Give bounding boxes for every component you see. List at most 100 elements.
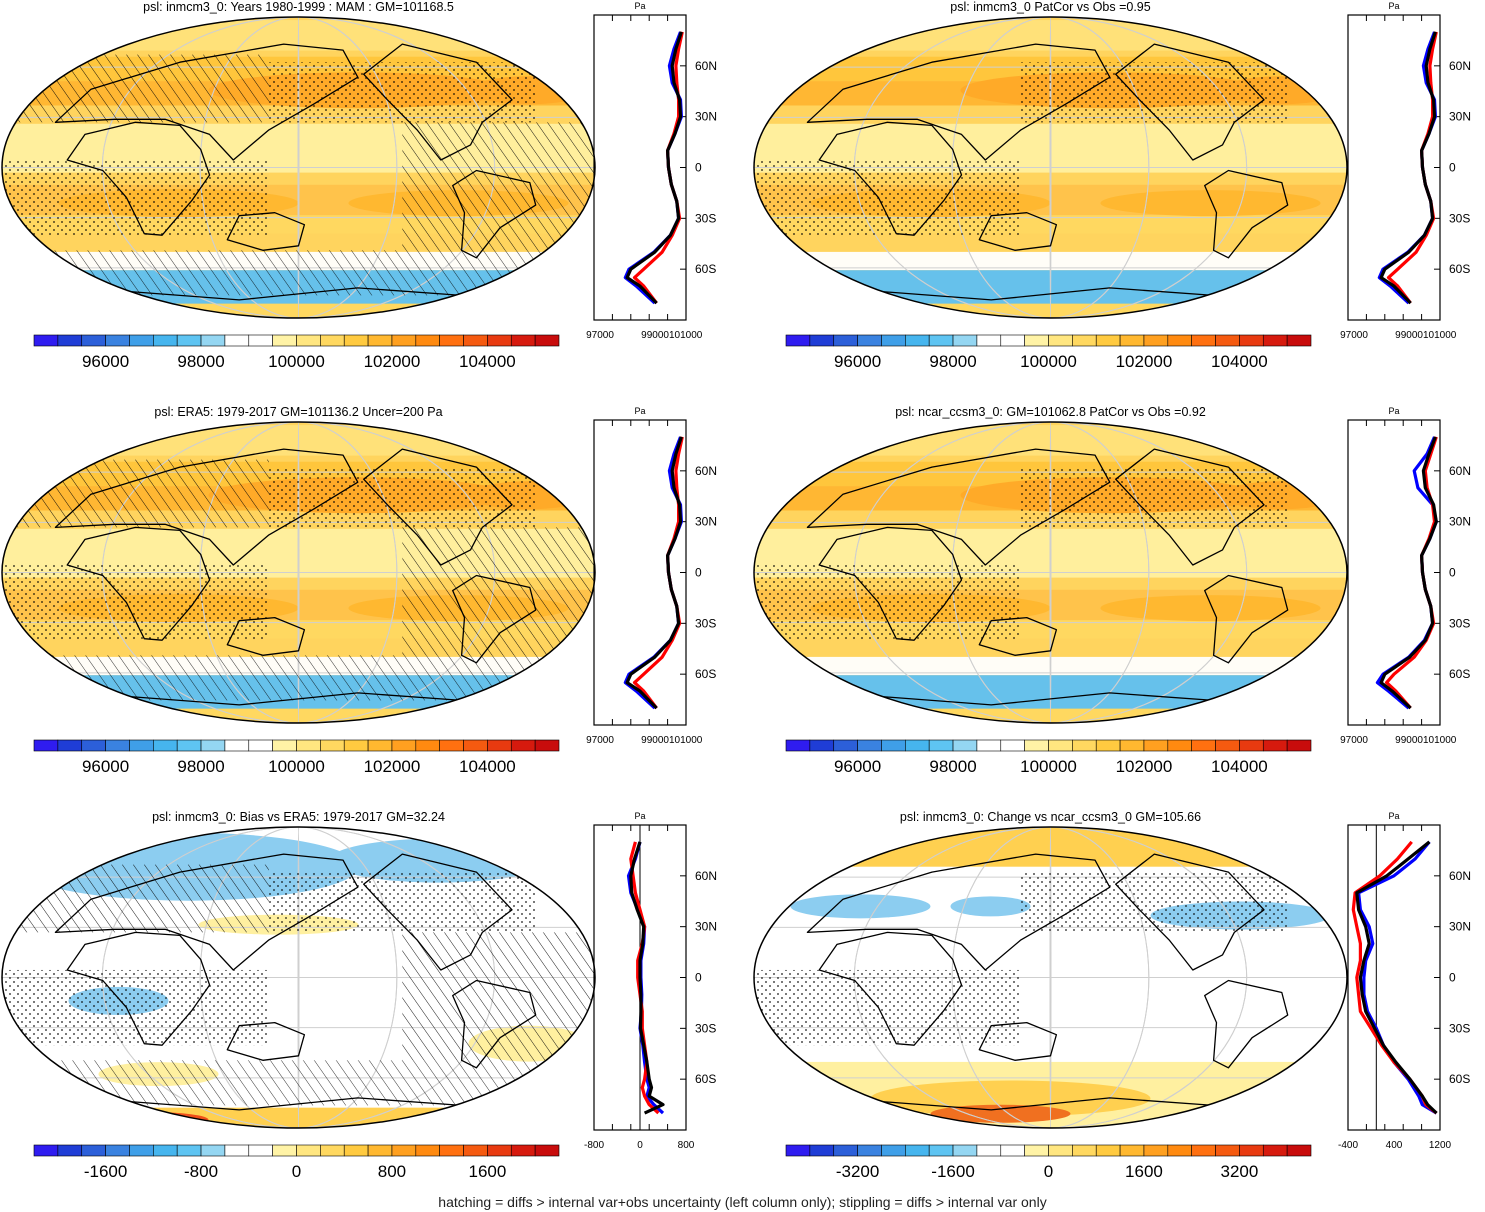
colorbar-swatch	[534, 334, 560, 347]
hatching	[2, 250, 595, 296]
profile-lat-label: 30N	[1449, 515, 1471, 529]
colorbar-swatch	[857, 334, 882, 347]
colorbar-swatch	[224, 1144, 250, 1157]
colorbar-swatch	[129, 334, 154, 347]
profile-x-label: 97000	[1340, 330, 1368, 341]
colorbar-swatch	[176, 739, 202, 752]
graticule-meridian	[1049, 17, 1052, 318]
profile-lat-label: 30S	[695, 211, 716, 225]
colorbar-label: -1600	[931, 1162, 974, 1181]
colorbar-swatch	[976, 1144, 1002, 1157]
colorbar-label: 98000	[929, 352, 976, 371]
colorbar-label: 1600	[468, 1162, 506, 1181]
colorbar-swatch	[439, 1144, 464, 1157]
colorbar-swatch	[1048, 334, 1073, 347]
colorbar-swatch	[1000, 334, 1025, 347]
colorbar-swatch	[1215, 739, 1240, 752]
coastline-australia	[978, 212, 1058, 251]
colorbar-swatch	[439, 739, 464, 752]
colorbar-swatch	[33, 739, 59, 752]
profile-lat-label: 30N	[1449, 920, 1471, 934]
colorbar-swatch	[248, 1144, 273, 1157]
colorbar-swatch	[857, 1144, 882, 1157]
profile-lat-label: 60S	[695, 262, 716, 276]
colorbar-swatch	[534, 739, 560, 752]
colorbar-swatch	[57, 1144, 83, 1157]
colorbar-swatch	[1262, 1144, 1288, 1157]
colorbar-swatch	[1119, 739, 1145, 752]
colorbar-label: 104000	[1211, 352, 1268, 371]
panel-3: psl: ERA5: 1979-2017 GM=101136.2 Uncer=2…	[1, 405, 717, 776]
colorbar-swatch	[296, 1144, 321, 1157]
colorbar-swatch	[57, 334, 83, 347]
colorbar-swatch	[153, 739, 178, 752]
zonal-profile: Pa 60N 30N 0 30S 60S 97000 99000101000	[586, 406, 717, 746]
profile-unit-label: Pa	[634, 406, 645, 416]
colorbar-swatch	[81, 1144, 106, 1157]
map-outline	[1, 421, 596, 724]
panel-title: psl: ncar_ccsm3_0: GM=101062.8 PatCor vs…	[895, 405, 1206, 419]
stippling	[2, 564, 269, 641]
colorbar-swatch	[1239, 1144, 1264, 1157]
stippling	[2, 159, 269, 236]
stippling	[268, 62, 536, 123]
profile-lat-label: 60N	[1449, 464, 1471, 478]
colorbar-swatch	[33, 1144, 59, 1157]
colorbar-swatch	[1000, 1144, 1025, 1157]
stippling	[754, 564, 1021, 641]
colorbar: -3200 -1600 0 1600 3200	[785, 1144, 1312, 1181]
colorbar-swatch	[248, 739, 273, 752]
colorbar-swatch	[1167, 1144, 1192, 1157]
colorbar-label: 3200	[1220, 1162, 1258, 1181]
colorbar-swatch	[224, 334, 250, 347]
colorbar-swatch	[129, 739, 154, 752]
colorbar-swatch	[296, 739, 321, 752]
panel-1: psl: inmcm3_0: Years 1980-1999 : MAM : G…	[1, 0, 717, 371]
profile-lat-label: 60S	[1449, 262, 1470, 276]
profile-lat-label: 30N	[695, 515, 717, 529]
colorbar-swatch	[1239, 739, 1264, 752]
profile-lat-label: 30S	[695, 1021, 716, 1035]
graticule-meridian	[297, 17, 300, 318]
high-pressure-cell	[1100, 190, 1321, 217]
figure-footnote: hatching = diffs > internal var+obs unce…	[438, 1194, 1047, 1210]
colorbar-label: 98000	[929, 757, 976, 776]
colorbar-swatch	[200, 334, 226, 347]
profile-x-label: 97000	[586, 330, 614, 341]
colorbar-swatch	[415, 1144, 440, 1157]
colorbar-label: 0	[292, 1162, 301, 1181]
colorbar-label: 96000	[834, 352, 881, 371]
colorbar-swatch	[1143, 334, 1169, 347]
colorbar-swatch	[367, 1144, 393, 1157]
colorbar-swatch	[1024, 739, 1049, 752]
colorbar-swatch	[1143, 739, 1169, 752]
colorbar-swatch	[1191, 1144, 1216, 1157]
colorbar-label: 96000	[82, 757, 129, 776]
zonal-profile: Pa 60N 30N 0 30S 60S 97000 99000101000	[1340, 1, 1471, 341]
hatching	[402, 527, 595, 656]
profile-lat-label: 30S	[1449, 616, 1470, 630]
colorbar-swatch	[785, 334, 811, 347]
profile-lat-label: 60N	[695, 59, 717, 73]
map-outline	[1, 826, 596, 1129]
profile-line	[1351, 840, 1438, 1115]
colorbar-swatch	[487, 1144, 512, 1157]
profile-line	[1379, 436, 1438, 710]
coastline-australia	[978, 616, 1058, 656]
colorbar-swatch	[81, 334, 106, 347]
colorbar-swatch	[809, 739, 835, 752]
colorbar-label: -1600	[84, 1162, 127, 1181]
colorbar-swatch	[153, 1144, 178, 1157]
panel-5: psl: inmcm3_0: Bias vs ERA5: 1979-2017 G…	[1, 810, 717, 1181]
colorbar-swatch	[1072, 334, 1097, 347]
colorbar-swatch	[320, 1144, 345, 1157]
profile-lat-label: 60S	[695, 667, 716, 681]
colorbar-label: 104000	[459, 757, 516, 776]
colorbar-label: 104000	[459, 352, 516, 371]
colorbar-label: 100000	[268, 352, 325, 371]
colorbar-swatch	[785, 739, 811, 752]
colorbar-swatch	[367, 739, 393, 752]
colorbar-swatch	[320, 739, 345, 752]
colorbar-swatch	[952, 739, 978, 752]
